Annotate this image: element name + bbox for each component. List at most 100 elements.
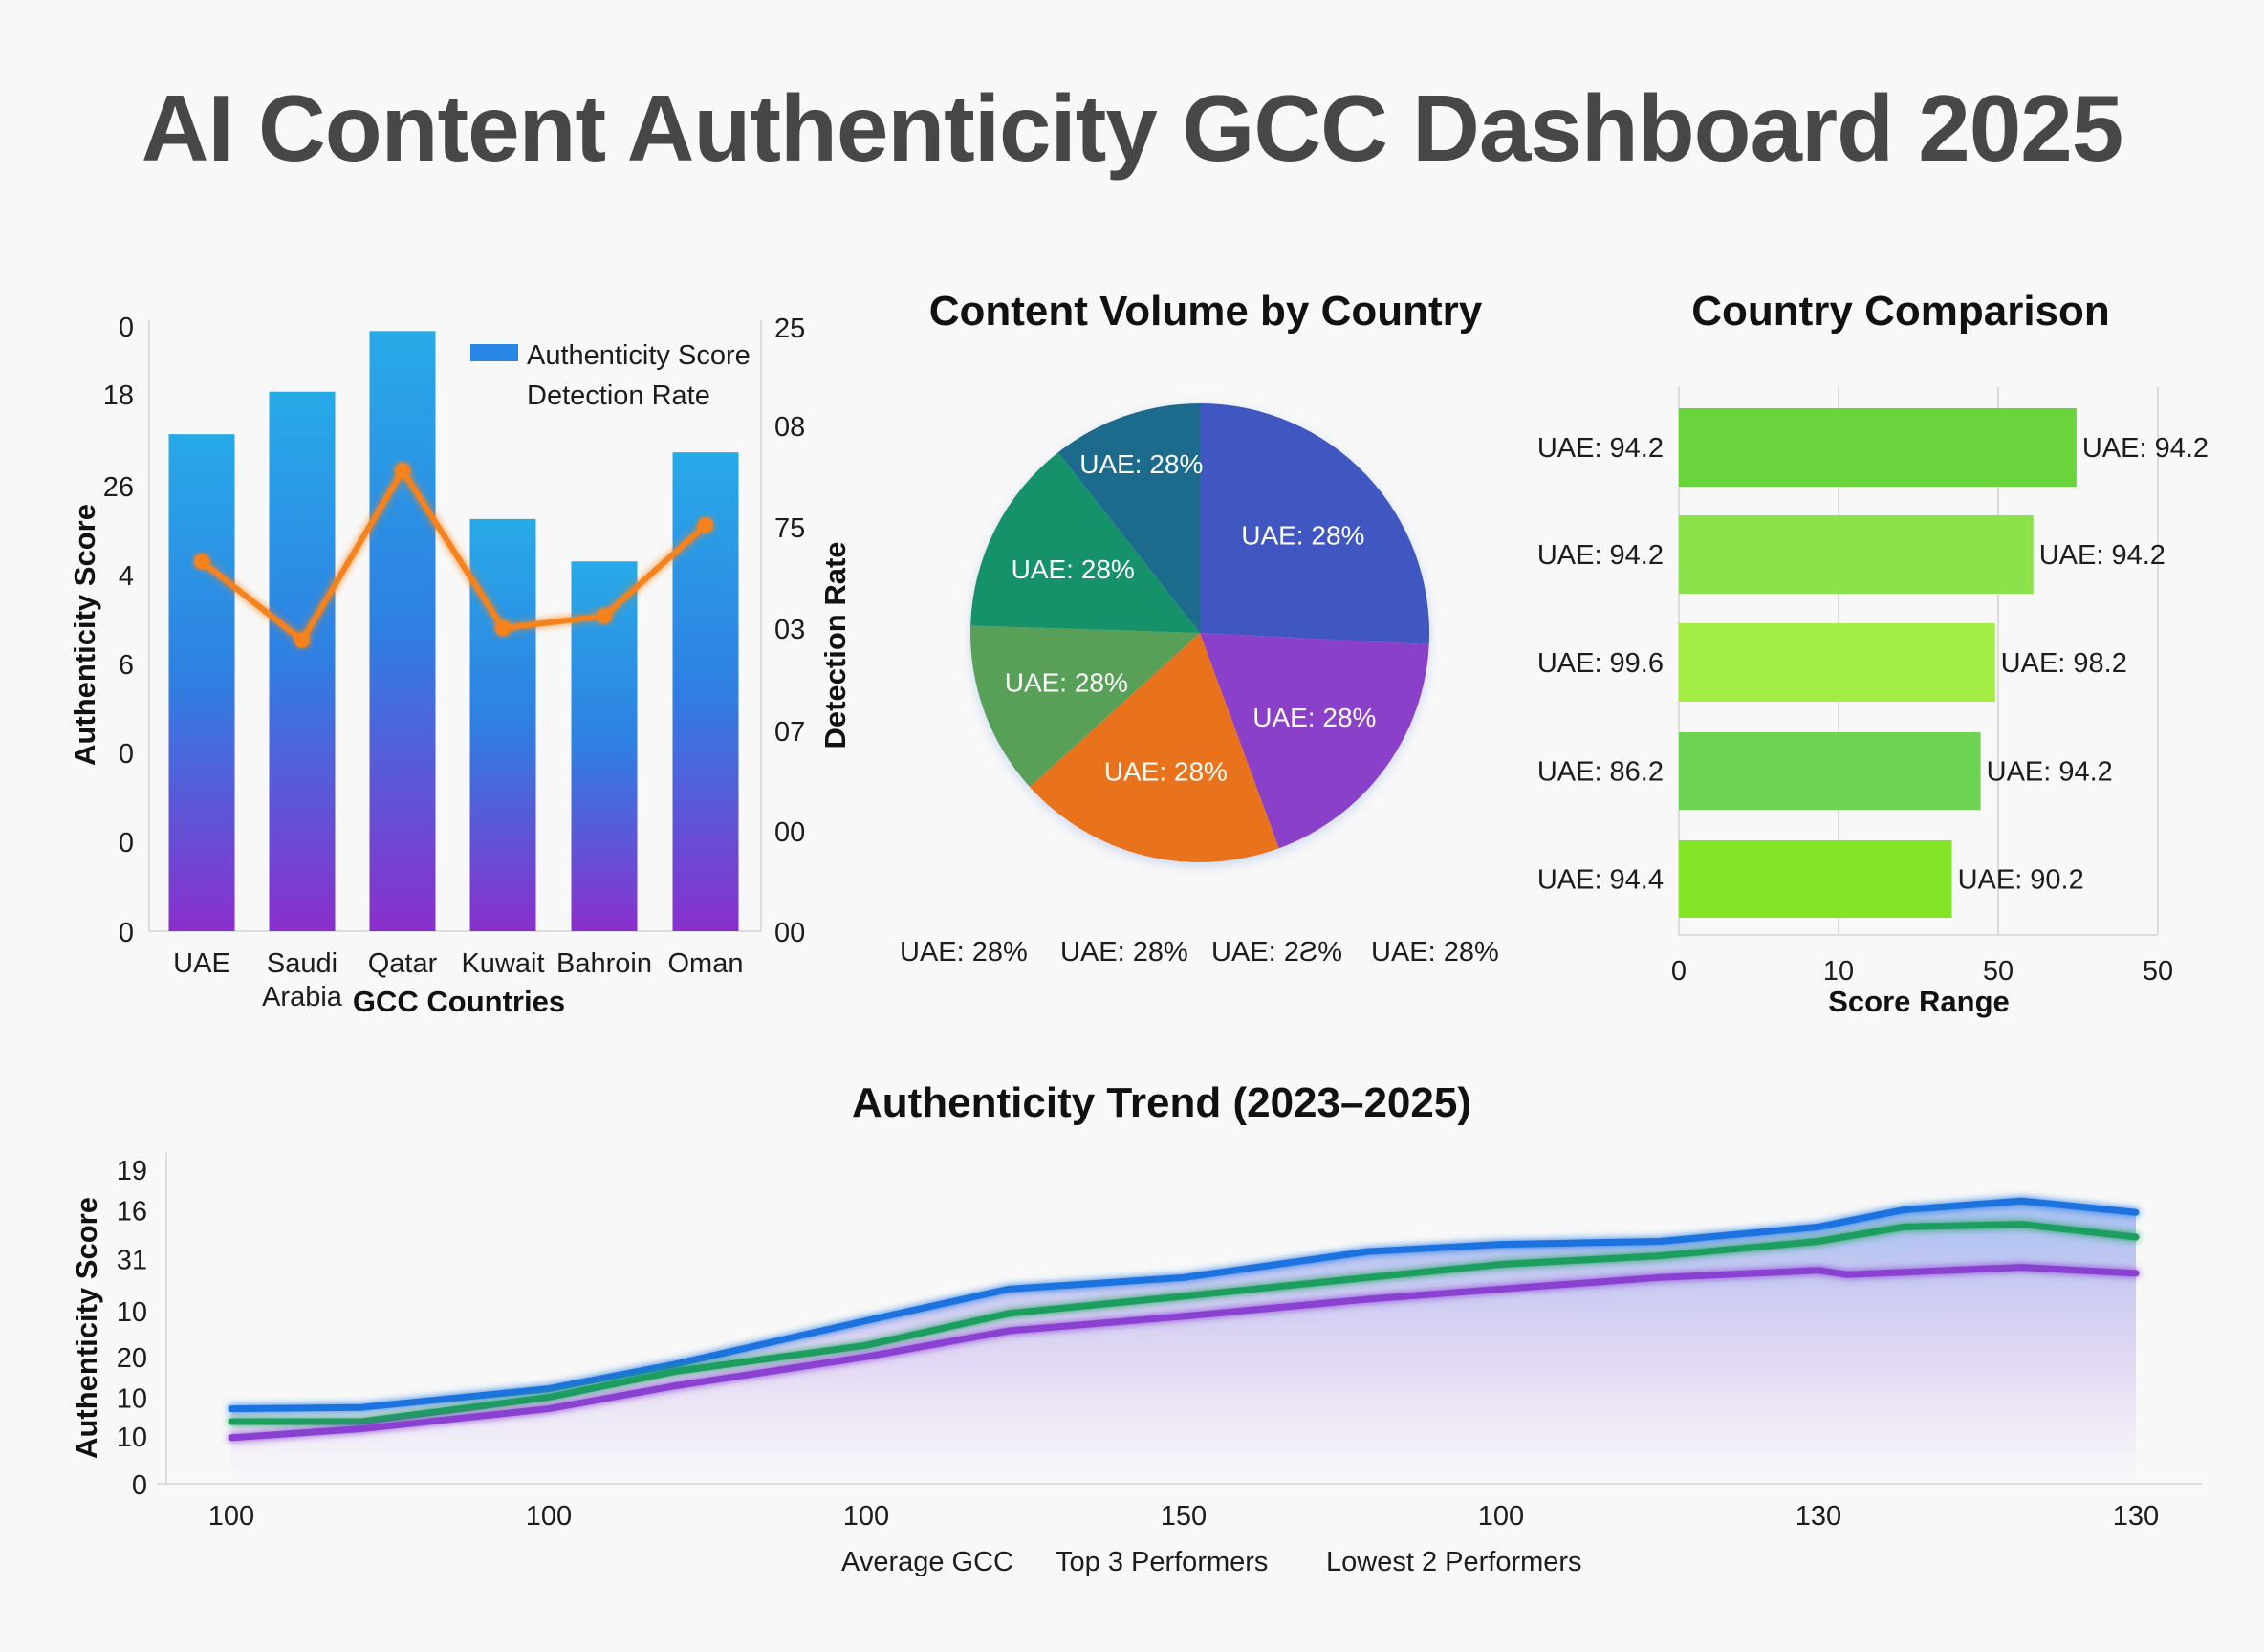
x-tick-label-line: Arabia — [262, 982, 343, 1012]
bar-qatar — [369, 331, 436, 932]
comparison-bar — [1679, 732, 1981, 810]
bar-category-label: UAE: 94.4 — [1537, 865, 1664, 896]
pie-slice-label: UAE: 28% — [1104, 756, 1228, 786]
x-axis-title: Score Range — [1828, 985, 2010, 1018]
x-tick-label: 10 — [1823, 956, 1854, 987]
legend-label: Authenticity Score — [527, 340, 751, 371]
y-tick-label: 10 — [117, 1423, 147, 1453]
pie-slice — [1057, 403, 1200, 633]
y2-tick-label: 03 — [774, 615, 805, 645]
chart-title: Country Comparison — [1691, 288, 2110, 335]
x-tick-label: 100 — [526, 1501, 572, 1532]
pie-slice — [970, 452, 1200, 633]
y2-tick-label: 08 — [774, 412, 805, 443]
bar-value-label: UAE: 94.2 — [1987, 757, 2113, 788]
y-axis-title: Authenticity Score — [68, 504, 101, 766]
legend-label: Top 3 Performers — [1056, 1547, 1268, 1577]
x-tick-label: 130 — [2113, 1501, 2159, 1532]
x-tick-label: 50 — [2143, 956, 2173, 987]
country-comparison-chart: Country Comparison 0 10 50 50 UAE: 94.2 UAE: 9… — [1537, 288, 2209, 1018]
x-tick-label: Qatar — [368, 948, 438, 979]
comparison-bar — [1679, 515, 2034, 594]
pie-slice-label: UAE: 28% — [1079, 449, 1203, 479]
chart-title: Content Volume by Country — [929, 288, 1483, 335]
bar-saudi-arabia — [269, 391, 336, 931]
pie-slice — [1200, 633, 1429, 849]
detection-rate-line — [200, 467, 708, 643]
detection-rate-point — [495, 620, 511, 636]
pie-chart: Content Volume by Country UAE: 28% UAE: 28… — [871, 288, 1499, 967]
detection-rate-point — [395, 463, 410, 479]
x-tick-label: UAE — [173, 948, 230, 979]
bar-kuwait — [469, 518, 536, 931]
series-line-average-gcc — [228, 1197, 2140, 1413]
bar-value-label: UAE: 94.2 — [2039, 540, 2166, 571]
x-tick-label: 100 — [208, 1501, 254, 1532]
y2-tick-label: 75 — [774, 513, 805, 544]
bar-category-label: UAE: 94.2 — [1537, 540, 1664, 571]
y-tick-label: 18 — [103, 380, 134, 411]
bar-uae — [168, 434, 235, 931]
x-tick-label: 0 — [1671, 956, 1687, 987]
comparison-bar — [1679, 623, 1995, 702]
legend-label: UAE: 2Ƨ% — [1211, 937, 1342, 967]
x-tick-label: Kuwait — [461, 948, 544, 979]
page-title: AI Content Authenticity GCC Dashboard 20… — [141, 76, 2124, 181]
detection-rate-point — [194, 554, 209, 570]
y-tick-label: 16 — [117, 1196, 147, 1227]
bar-category-label: UAE: 86.2 — [1537, 757, 1664, 788]
y-tick-label: 4 — [119, 561, 134, 592]
comparison-bar — [1679, 408, 2077, 487]
x-tick-label: 50 — [1983, 956, 2014, 987]
y2-tick-label: 00 — [774, 918, 805, 948]
x-tick-label: Saudi Arabia — [262, 948, 343, 1012]
x-tick-label: Oman — [668, 948, 744, 979]
y-tick-label: 10 — [117, 1297, 147, 1328]
detection-rate-point — [597, 608, 612, 624]
y-tick-label: 0 — [119, 739, 134, 770]
detection-rate-point — [294, 632, 310, 648]
pie-slice — [969, 625, 1200, 787]
comparison-bar — [1679, 840, 1952, 918]
pie-slice-label: UAE: 28% — [1252, 703, 1376, 732]
bar-value-label: UAE: 94.2 — [2082, 433, 2209, 464]
trend-line-chart: Authenticity Trend (2023–2025) 0 10 10 20 10 3… — [70, 1079, 2202, 1577]
bar-value-label: UAE: 98.2 — [2001, 648, 2127, 679]
y-tick-label: 10 — [117, 1384, 147, 1415]
pie-slices — [969, 403, 1429, 863]
pie-slice-label: UAE: 28% — [1005, 667, 1128, 697]
y2-tick-label: 25 — [774, 314, 805, 344]
series-line-lowest-2-performers — [228, 1264, 2140, 1442]
legend-label: UAE: 28% — [1371, 937, 1499, 967]
x-tick-label: 150 — [1161, 1501, 1207, 1532]
y2-tick-label: 00 — [774, 817, 805, 848]
bar-category-label: UAE: 99.6 — [1537, 648, 1664, 679]
y-tick-label: 31 — [117, 1246, 147, 1276]
legend-label: UAE: 28% — [900, 937, 1028, 967]
pie-slice-label: UAE: 28% — [1012, 554, 1135, 584]
y-tick-label: 20 — [117, 1343, 147, 1374]
legend-swatch-bar — [470, 344, 518, 361]
detection-rate-point — [698, 517, 713, 533]
y-tick-label: 19 — [117, 1156, 147, 1186]
pie-slice — [1200, 403, 1429, 645]
area-fill — [231, 1201, 2136, 1484]
chart-title: Authenticity Trend (2023–2025) — [852, 1079, 1471, 1126]
legend-label: Lowest 2 Performers — [1326, 1547, 1582, 1577]
y-tick-label: 6 — [119, 650, 134, 681]
bar-value-label: UAE: 90.2 — [1958, 865, 2084, 896]
x-tick-label: 100 — [843, 1501, 889, 1532]
pie-slice — [1029, 633, 1279, 863]
legend-label: Average GCC — [841, 1547, 1013, 1577]
y-axis-title: Authenticity Score — [70, 1197, 103, 1459]
x-tick-label: 130 — [1796, 1501, 1841, 1532]
legend-label: UAE: 28% — [1060, 937, 1188, 967]
y-tick-label: 0 — [119, 313, 134, 343]
x-tick-label: 100 — [1478, 1501, 1524, 1532]
y-tick-label: 0 — [132, 1470, 147, 1501]
legend-label: Detection Rate — [527, 380, 710, 411]
y2-tick-label: 07 — [774, 717, 805, 748]
y-tick-label: 26 — [103, 472, 134, 503]
